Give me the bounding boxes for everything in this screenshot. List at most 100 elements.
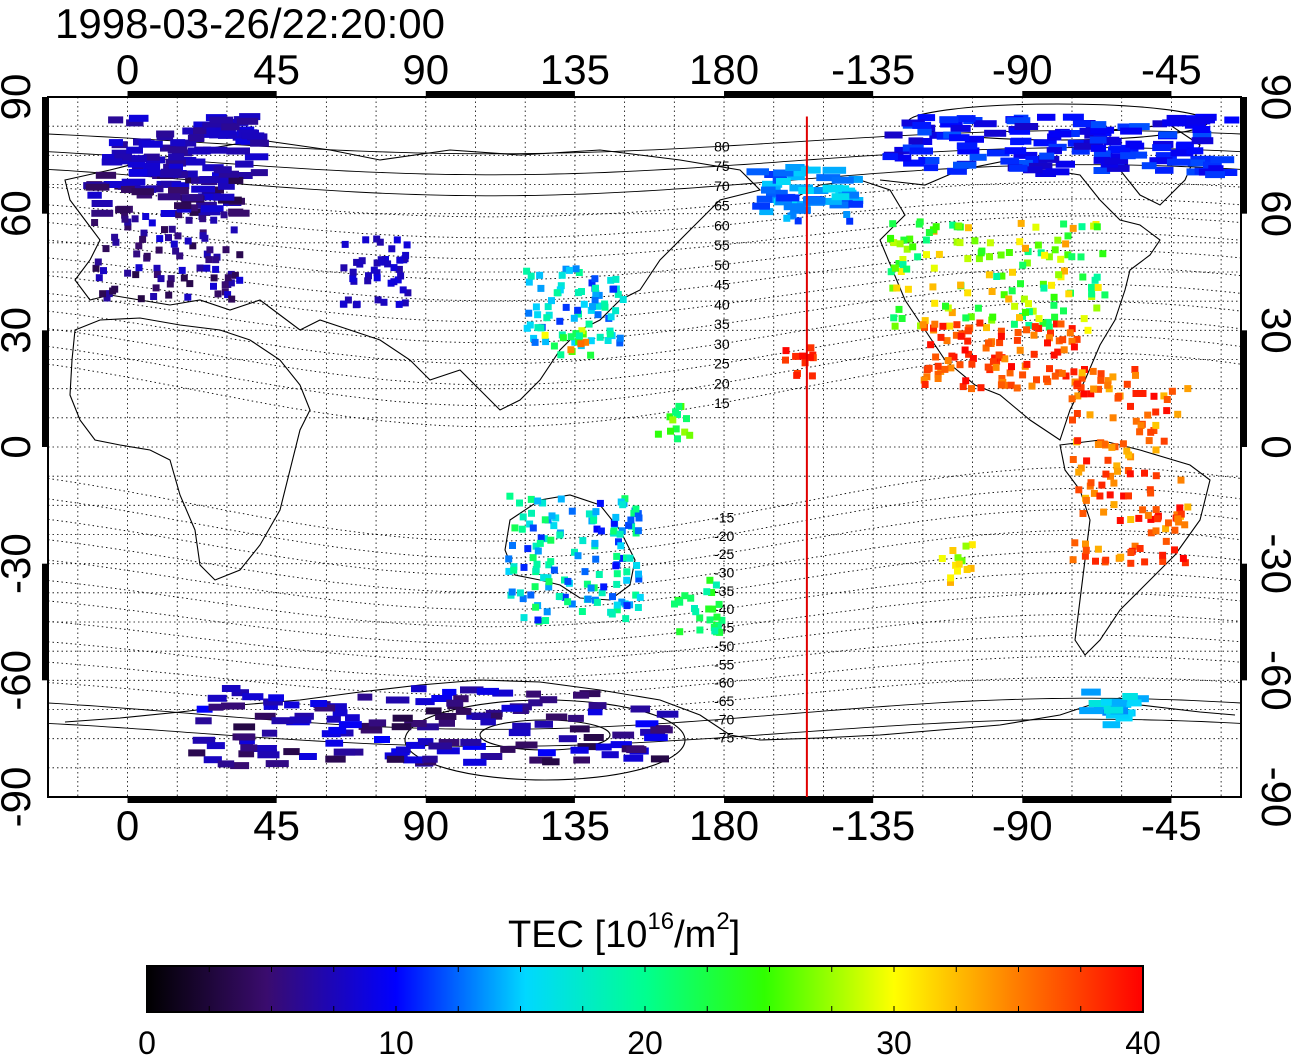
lat-tick-label: -30	[1253, 533, 1292, 594]
tec-pixel	[968, 385, 975, 393]
tec-pixel	[112, 238, 120, 246]
tec-pixel	[962, 542, 970, 550]
tec-pixel	[1093, 304, 1101, 312]
tec-pixel	[534, 311, 542, 319]
tec-pixel	[1023, 360, 1031, 368]
tec-pixel	[480, 753, 503, 760]
tec-pixel	[532, 603, 540, 611]
tec-pixel	[1068, 253, 1076, 261]
tec-pixel	[214, 290, 222, 298]
tec-pixel	[585, 510, 593, 518]
tec-pixel	[180, 274, 188, 282]
tec-pixel	[102, 245, 110, 253]
tec-pixel	[1090, 385, 1098, 393]
tec-pixel	[547, 536, 555, 544]
tec-pixel	[558, 271, 566, 279]
tec-pixel	[592, 284, 599, 292]
tec-pixel	[220, 211, 228, 219]
tec-pixel	[683, 415, 690, 423]
tec-pixel	[1160, 437, 1168, 445]
tec-pixel	[543, 608, 551, 616]
tec-pixel	[1090, 121, 1107, 129]
tec-pixel	[929, 283, 937, 291]
tec-pixel	[550, 566, 558, 574]
tec-pixel	[612, 513, 620, 521]
tec-pixel	[1060, 346, 1068, 354]
tec-pixel	[594, 311, 602, 319]
tec-pixel	[988, 288, 996, 295]
contour-label: -75	[714, 730, 734, 746]
tec-pixel	[380, 298, 388, 306]
lon-tick-label: 45	[253, 802, 300, 849]
lon-tick-label: -90	[992, 46, 1053, 93]
tec-pixel	[221, 281, 229, 289]
tec-pixel	[156, 130, 175, 138]
tec-pixel	[1110, 501, 1118, 509]
tec-pixel	[157, 275, 165, 283]
tec-pixel	[1149, 157, 1173, 165]
tec-pixel	[559, 334, 567, 342]
tec-pixel	[1078, 369, 1086, 377]
tec-pixel	[1127, 699, 1142, 707]
colorbar-tick-label: 30	[876, 1025, 912, 1057]
tec-pixel	[1082, 496, 1090, 504]
tec-pixel	[209, 131, 229, 139]
tec-pixel	[595, 571, 603, 578]
tec-pixel	[1000, 157, 1020, 165]
tec-pixel	[1075, 486, 1083, 494]
tec-pixel	[378, 258, 386, 266]
tec-pixel	[1008, 363, 1015, 371]
tec-pixel	[783, 214, 791, 222]
tec-pixel	[536, 271, 544, 279]
tec-pixel	[103, 181, 127, 188]
tec-pixel	[997, 332, 1005, 340]
tec-pixel	[1086, 411, 1094, 419]
tec-pixel	[1090, 222, 1098, 230]
tec-pixel	[108, 139, 123, 147]
lon-tick-label: 90	[402, 802, 449, 849]
tec-pixel	[236, 251, 244, 259]
frame-bar-bottom	[127, 797, 277, 803]
tec-pixel	[114, 153, 132, 161]
tec-pixel	[505, 567, 513, 575]
tec-pixel	[1084, 326, 1092, 334]
tec-pixel	[996, 339, 1004, 347]
tec-pixel	[1093, 156, 1110, 164]
tec-pixel	[601, 300, 609, 308]
tec-pixel	[1016, 346, 1024, 354]
tec-pixel	[147, 169, 167, 177]
tec-pixel	[1014, 123, 1039, 130]
tec-pixel	[1136, 428, 1144, 436]
tec-pixel	[984, 363, 992, 371]
tec-pixel	[132, 271, 140, 279]
tec-pixel	[1147, 489, 1155, 497]
tec-pixel	[1210, 156, 1235, 164]
tec-pixel	[453, 695, 469, 703]
tec-pixel	[207, 694, 227, 702]
colorbar-tick-label: 40	[1125, 1025, 1161, 1057]
tec-pixel	[588, 279, 596, 287]
tec-pixel	[239, 737, 255, 745]
tec-pixel	[1120, 152, 1136, 160]
tec-pixel	[393, 236, 401, 244]
tec-pixel	[1005, 249, 1013, 256]
tec-pixel	[395, 265, 403, 273]
tec-pixel	[446, 699, 464, 707]
tec-pixel	[1077, 464, 1085, 472]
tec-pixel	[1014, 329, 1022, 336]
tec-pixel	[930, 264, 938, 272]
tec-pixel	[94, 258, 102, 266]
tec-pixel	[516, 589, 524, 597]
tec-pixel	[558, 735, 577, 743]
contour-label: 40	[714, 296, 730, 312]
tec-pixel	[610, 527, 618, 535]
lon-tick-label: -135	[831, 46, 915, 93]
tec-pixel	[253, 745, 277, 752]
tec-pixel	[906, 235, 914, 243]
tec-pixel	[250, 169, 268, 177]
tec-pixel	[384, 260, 392, 268]
tec-pixel	[338, 721, 362, 729]
tec-pixel	[583, 734, 604, 741]
tec-pixel	[135, 242, 143, 250]
tec-pixel	[476, 687, 499, 695]
